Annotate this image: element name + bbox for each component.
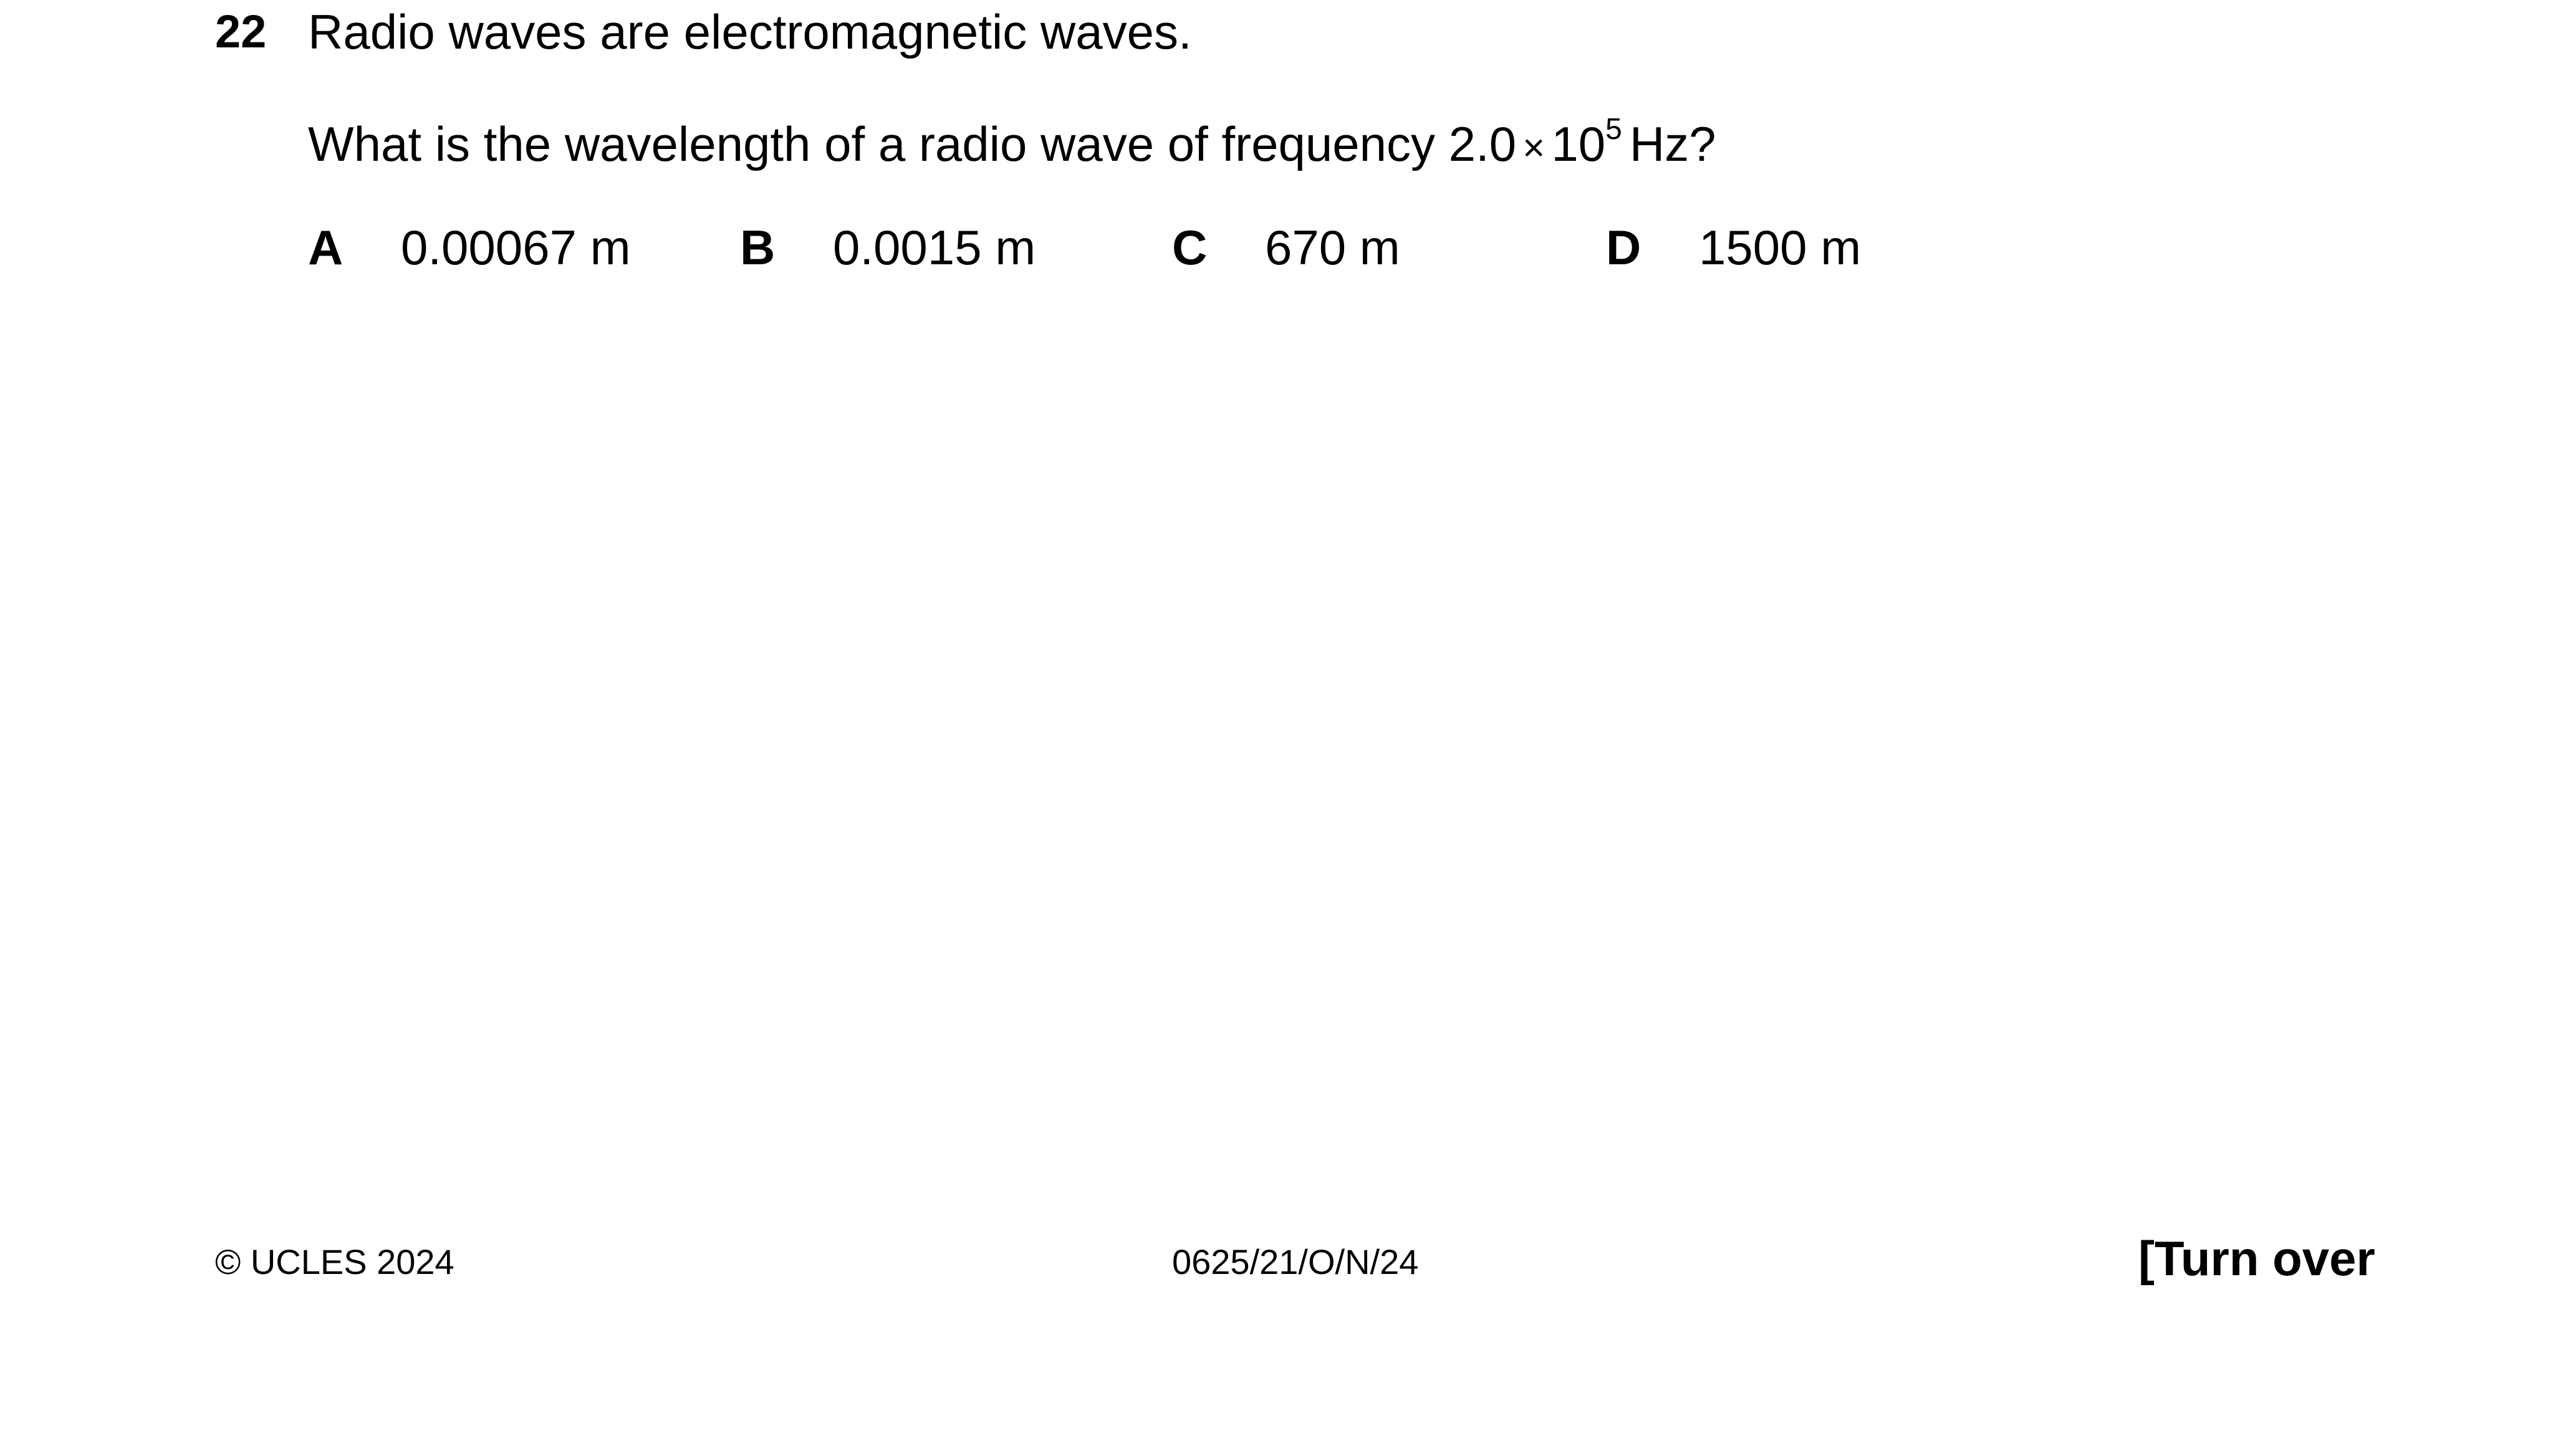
power-base: 10	[1551, 117, 1606, 171]
question-number: 22	[215, 6, 267, 57]
option-b-letter[interactable]: B	[740, 220, 776, 275]
power-exponent: 5	[1605, 113, 1622, 146]
frequency-unit: Hz?	[1629, 117, 1716, 171]
question-prompt: What is the wavelength of a radio wave o…	[308, 115, 1716, 171]
option-d-value[interactable]: 1500 m	[1699, 220, 1862, 275]
copyright-notice: © UCLES 2024	[215, 1242, 454, 1281]
option-b-value[interactable]: 0.0015 m	[833, 220, 1036, 275]
option-a-value[interactable]: 0.00067 m	[401, 220, 631, 275]
paper-code: 0625/21/O/N/24	[1172, 1242, 1419, 1281]
times-symbol: ×	[1522, 127, 1545, 170]
question-statement: Radio waves are electromagnetic waves.	[308, 4, 1192, 59]
option-a-letter[interactable]: A	[308, 220, 344, 275]
option-c-value[interactable]: 670 m	[1265, 220, 1400, 275]
option-c-letter[interactable]: C	[1172, 220, 1208, 275]
turn-over-label: [Turn over	[2138, 1231, 2375, 1286]
option-d-letter[interactable]: D	[1606, 220, 1641, 275]
question-prompt-text: What is the wavelength of a radio wave o…	[308, 117, 1517, 171]
